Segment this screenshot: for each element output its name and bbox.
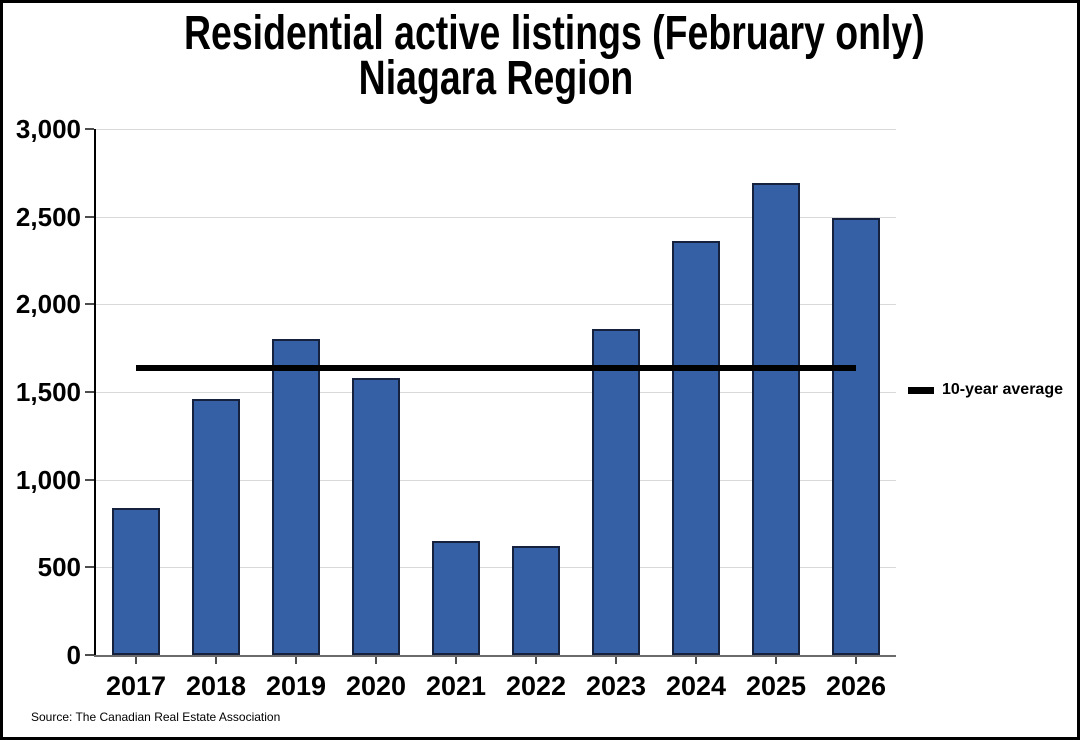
gridline-2500 bbox=[96, 216, 896, 218]
y-axis-label-1500: 1,500 bbox=[15, 377, 81, 407]
x-axis-label-2018: 2018 bbox=[185, 671, 247, 701]
gridline-500 bbox=[96, 567, 896, 569]
y-axis-label-500: 500 bbox=[37, 552, 81, 583]
x-axis-line bbox=[94, 655, 896, 657]
bar-2021 bbox=[432, 541, 480, 655]
gridline-2000 bbox=[96, 304, 896, 306]
y-axis-label-2500: 2,500 bbox=[15, 201, 81, 232]
gridline-1000 bbox=[96, 479, 896, 481]
x-axis-label-2024: 2024 bbox=[665, 671, 727, 701]
bar-2022 bbox=[512, 546, 560, 655]
bar-2023 bbox=[592, 328, 640, 655]
x-tick-mark bbox=[375, 657, 377, 664]
x-tick-mark bbox=[455, 657, 457, 664]
y-axis-label-3000: 3,000 bbox=[15, 114, 81, 144]
x-axis-label-2023: 2023 bbox=[585, 671, 647, 701]
y-tick-mark bbox=[85, 391, 94, 393]
y-tick-mark bbox=[85, 215, 94, 218]
x-tick-mark bbox=[695, 657, 697, 664]
bar-2025 bbox=[752, 183, 800, 655]
x-tick-mark bbox=[135, 657, 137, 664]
legend-line-swatch-icon bbox=[908, 386, 934, 394]
y-axis-label-0: 0 bbox=[66, 640, 81, 670]
x-axis-label-2026: 2026 bbox=[825, 671, 887, 701]
y-tick-mark bbox=[85, 478, 94, 481]
y-tick-mark bbox=[85, 303, 94, 306]
y-axis-line bbox=[94, 129, 96, 657]
y-axis-label-2000: 2,000 bbox=[15, 289, 81, 320]
legend-label: 10-year average bbox=[942, 381, 1063, 398]
y-tick-mark bbox=[85, 654, 94, 656]
gridline-1500 bbox=[96, 392, 896, 393]
average-line bbox=[136, 365, 856, 372]
y-tick-mark bbox=[85, 128, 94, 130]
x-axis-label-2025: 2025 bbox=[745, 671, 807, 701]
bar-2018 bbox=[192, 399, 240, 655]
bar-2026 bbox=[832, 218, 880, 655]
legend: 10-year average bbox=[908, 381, 1063, 399]
x-axis-label-2021: 2021 bbox=[425, 671, 487, 701]
y-tick-mark bbox=[85, 566, 94, 569]
x-tick-mark bbox=[855, 657, 857, 664]
x-tick-mark bbox=[615, 657, 617, 664]
gridline-3000 bbox=[96, 129, 896, 130]
chart-title: Residential active listings (February on… bbox=[184, 7, 925, 105]
chart-title-line2: Niagara Region bbox=[358, 52, 634, 105]
bar-2020 bbox=[352, 377, 400, 655]
x-axis-label-2019: 2019 bbox=[265, 671, 327, 701]
x-tick-mark bbox=[215, 657, 217, 664]
chart-title-line1: Residential active listings (February on… bbox=[184, 7, 925, 60]
bar-2024 bbox=[672, 241, 720, 655]
plot-area bbox=[96, 129, 896, 655]
y-axis-label-1000: 1,000 bbox=[15, 464, 81, 495]
source-text: Source: The Canadian Real Estate Associa… bbox=[31, 710, 281, 724]
bar-2017 bbox=[112, 507, 160, 655]
x-tick-mark bbox=[535, 657, 537, 664]
x-axis-label-2022: 2022 bbox=[505, 671, 567, 701]
bar-2019 bbox=[272, 339, 320, 655]
x-tick-mark bbox=[775, 657, 777, 664]
x-axis-label-2020: 2020 bbox=[345, 671, 407, 701]
x-axis-label-2017: 2017 bbox=[105, 671, 167, 701]
x-tick-mark bbox=[295, 657, 297, 664]
